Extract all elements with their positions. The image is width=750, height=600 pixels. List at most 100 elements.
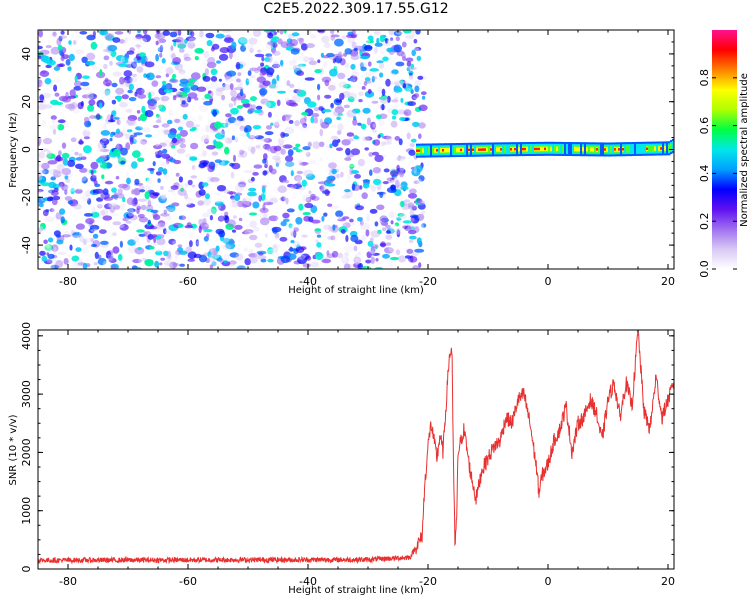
noise-cell — [113, 131, 124, 138]
noise-cell — [336, 173, 340, 179]
noise-cell — [39, 70, 50, 77]
noise-cell — [222, 84, 232, 91]
noise-cell — [223, 123, 230, 128]
noise-cell — [382, 181, 389, 185]
noise-cell — [132, 258, 143, 264]
noise-cell — [50, 51, 59, 55]
noise-cell — [416, 237, 422, 245]
noise-cell — [178, 215, 183, 220]
noise-cell — [212, 109, 218, 117]
noise-cell — [298, 203, 304, 211]
noise-cell — [191, 184, 196, 188]
noise-cell — [158, 151, 165, 156]
noise-cell — [391, 109, 399, 116]
noise-cell — [198, 104, 209, 113]
noise-cell — [54, 79, 62, 83]
noise-cell — [103, 55, 110, 61]
noise-cell — [253, 109, 263, 114]
noise-cell — [404, 255, 412, 259]
noise-cell — [90, 161, 99, 170]
noise-cell — [222, 244, 232, 250]
colorbar-gradient — [712, 30, 737, 269]
signal-cell — [630, 144, 633, 155]
noise-cell — [328, 84, 336, 91]
noise-cell — [136, 207, 140, 214]
noise-cell — [365, 229, 370, 237]
noise-cell — [246, 131, 250, 137]
noise-cell — [395, 31, 403, 35]
noise-cell — [238, 217, 243, 222]
noise-cell — [136, 229, 145, 233]
noise-cell — [169, 262, 180, 267]
signal-cell — [668, 144, 671, 152]
x-tick-label: -20 — [419, 275, 437, 288]
noise-cell — [109, 222, 114, 230]
noise-cell — [295, 149, 303, 153]
noise-cell — [71, 255, 80, 262]
noise-cell — [394, 136, 401, 141]
noise-cell — [325, 60, 330, 64]
noise-cell — [343, 104, 350, 109]
noise-cell — [174, 251, 178, 260]
noise-cell — [139, 113, 147, 122]
noise-cell — [310, 193, 316, 200]
noise-cell — [165, 73, 169, 78]
noise-cell — [413, 93, 420, 98]
noise-cell — [267, 248, 276, 255]
noise-cell — [127, 208, 135, 217]
noise-cell — [366, 251, 372, 259]
noise-cell — [155, 250, 163, 256]
noise-cell — [368, 247, 378, 254]
noise-cell — [287, 149, 294, 157]
noise-cell — [274, 232, 280, 239]
noise-cell — [155, 40, 159, 46]
noise-cell — [221, 30, 232, 33]
signal-cell — [594, 145, 597, 153]
noise-cell — [164, 262, 174, 269]
noise-cell — [306, 43, 315, 49]
noise-cell — [404, 86, 413, 92]
noise-cell — [125, 131, 131, 139]
noise-cell — [195, 167, 202, 173]
noise-cell — [261, 56, 265, 62]
noise-cell — [231, 41, 237, 50]
noise-cell — [110, 114, 114, 123]
noise-cell — [143, 147, 150, 152]
noise-cell — [325, 139, 330, 147]
signal-cell — [416, 149, 419, 152]
noise-cell — [283, 30, 287, 34]
signal-cell — [642, 143, 645, 154]
noise-cell — [295, 217, 303, 225]
noise-cell — [56, 239, 64, 245]
noise-cell — [254, 53, 265, 58]
noise-cell — [279, 175, 287, 183]
noise-cell — [157, 115, 162, 121]
noise-cell — [202, 75, 211, 82]
noise-cell — [248, 253, 258, 258]
noise-cell — [393, 30, 402, 37]
noise-cell — [228, 198, 234, 204]
noise-cell — [379, 72, 384, 78]
noise-cell — [50, 99, 59, 105]
noise-cell — [258, 195, 262, 202]
noise-cell — [38, 30, 43, 38]
noise-cell — [408, 149, 416, 156]
signal-cell — [596, 148, 599, 151]
noise-cell — [99, 69, 103, 77]
noise-cell — [421, 95, 426, 100]
noise-cell — [394, 82, 402, 86]
noise-cell — [328, 162, 337, 169]
noise-cell — [44, 216, 55, 222]
noise-cell — [283, 187, 293, 193]
noise-cell — [190, 142, 199, 150]
signal-cell — [554, 145, 557, 153]
noise-cell — [346, 132, 355, 137]
noise-cell — [176, 148, 186, 154]
noise-cell — [118, 39, 125, 44]
signal-cell — [624, 144, 627, 155]
noise-cell — [211, 46, 215, 52]
noise-cell — [397, 155, 402, 162]
noise-cell — [293, 227, 299, 233]
noise-cell — [178, 223, 184, 228]
